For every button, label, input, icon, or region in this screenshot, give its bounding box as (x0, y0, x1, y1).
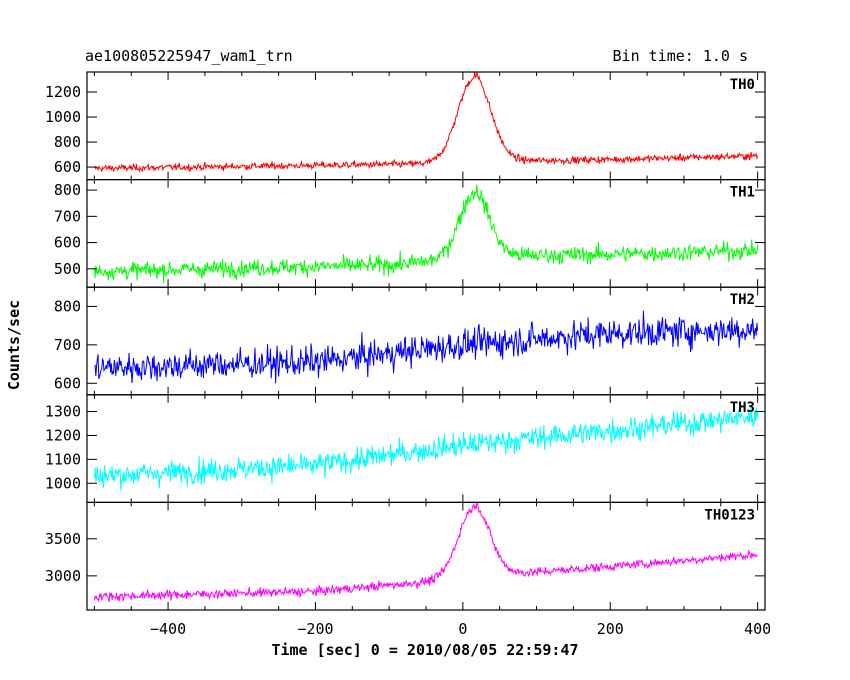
panel-label-th0123: TH0123 (704, 507, 755, 523)
y-axis-label: Counts/sec (5, 300, 23, 390)
y-tick-label-th0: 1200 (45, 83, 81, 101)
y-tick-label-th1: 800 (54, 181, 81, 199)
y-tick-label-th1: 500 (54, 260, 81, 278)
panel-label-th2: TH2 (730, 292, 755, 308)
x-axis-label: Time [sec] 0 = 2010/08/05 22:59:47 (271, 641, 578, 659)
panels-group: 600 800 1000 1200 TH0 500 600 700 800 TH1 600 700 80… (45, 71, 766, 611)
y-tick-label-th0: 600 (54, 158, 81, 176)
x-tick-label: −400 (150, 620, 186, 638)
y-tick-label-th1: 700 (54, 207, 81, 225)
series-line-th3 (93, 405, 759, 491)
series-line-th1 (93, 184, 759, 284)
y-tick-label-th0: 1000 (45, 108, 81, 126)
panel-label-th1: TH1 (730, 185, 755, 201)
panel-label-th3: TH3 (730, 400, 755, 416)
series-line-th0123 (93, 502, 758, 603)
x-tick-label: 400 (744, 620, 771, 638)
y-tick-label-th1: 600 (54, 234, 81, 252)
bin-time-label: Bin time: 1.0 s (613, 47, 748, 65)
x-tick-label: 200 (597, 620, 624, 638)
y-tick-label-th0123: 3000 (45, 567, 81, 585)
y-tick-label-th3: 1300 (45, 403, 81, 421)
y-tick-label-th0: 800 (54, 133, 81, 151)
x-tick-label: 0 (458, 620, 467, 638)
panel-frame-th1 (86, 179, 766, 288)
y-tick-label-th3: 1000 (45, 474, 81, 492)
x-tick-labels: −400 −200 0 200 400 (150, 620, 771, 638)
chart-title: ae100805225947_wam1_trn (85, 47, 293, 65)
y-tick-label-th2: 800 (54, 297, 81, 315)
y-tick-label-th3: 1200 (45, 426, 81, 444)
panel-frame-th0 (86, 71, 766, 181)
y-tick-label-th2: 700 (54, 336, 81, 354)
panel-label-th0: TH0 (730, 77, 755, 93)
series-line-th0 (94, 72, 759, 174)
y-tick-label-th3: 1100 (45, 450, 81, 468)
panel-frame-th2 (86, 286, 766, 396)
series-line-th2 (94, 310, 759, 384)
x-tick-label: −200 (297, 620, 333, 638)
y-tick-label-th0123: 3500 (45, 530, 81, 548)
y-tick-label-th2: 600 (54, 374, 81, 392)
